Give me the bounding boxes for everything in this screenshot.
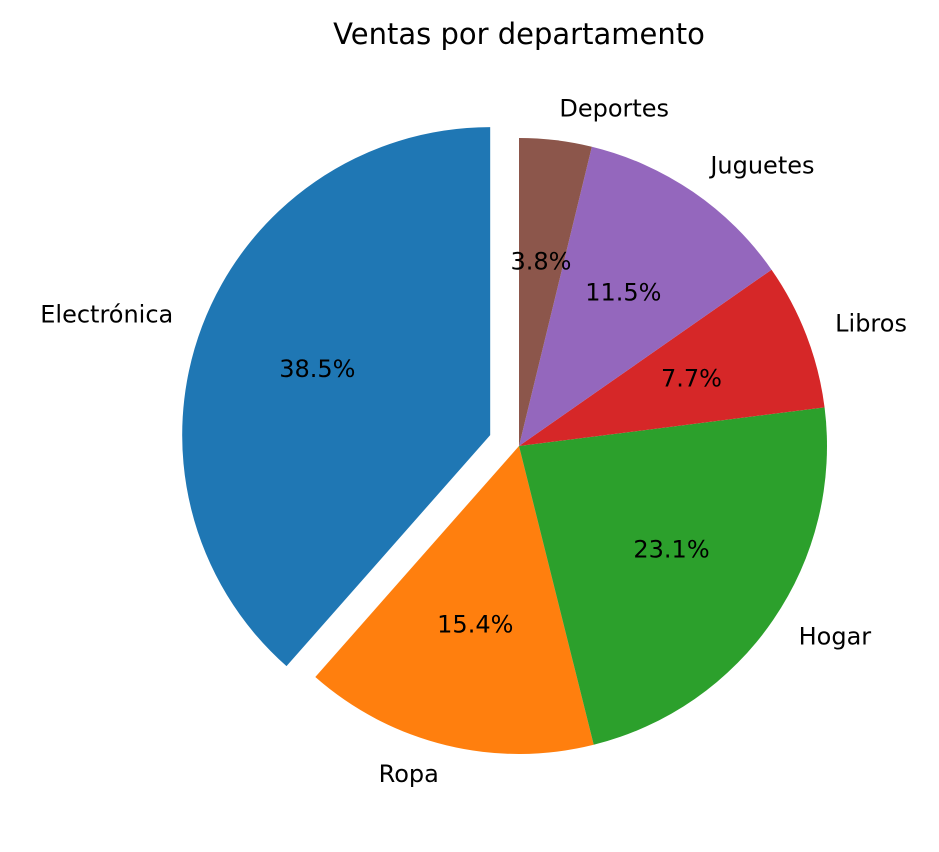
pct-label-hogar: 23.1% xyxy=(633,535,709,563)
slice-label-ropa: Ropa xyxy=(379,760,439,788)
pie-slice-libros xyxy=(519,269,825,446)
pct-label-ropa: 15.4% xyxy=(437,611,513,639)
chart-title: Ventas por departamento xyxy=(333,17,705,51)
slice-label-hogar: Hogar xyxy=(799,622,872,650)
pie-labels: Electrónica 38.5% Ropa 15.4% Hogar 23.1% Libro… xyxy=(40,95,907,789)
pct-label-deportes: 3.8% xyxy=(511,248,572,276)
slice-label-deportes: Deportes xyxy=(559,95,669,123)
pct-label-libros: 7.7% xyxy=(661,365,722,393)
pct-label-juguetes: 11.5% xyxy=(585,278,661,306)
pie-slice-deportes xyxy=(519,138,592,446)
pie-slice-electronica xyxy=(182,127,491,667)
slice-label-libros: Libros xyxy=(835,309,907,337)
pct-label-electronica: 38.5% xyxy=(279,355,355,383)
slice-label-juguetes: Juguetes xyxy=(708,151,814,179)
pie-slices xyxy=(182,127,827,754)
slice-label-electronica: Electrónica xyxy=(40,300,173,328)
pie-slice-juguetes xyxy=(519,146,772,446)
pie-slice-ropa xyxy=(315,446,594,754)
pie-slice-hogar xyxy=(519,407,827,745)
